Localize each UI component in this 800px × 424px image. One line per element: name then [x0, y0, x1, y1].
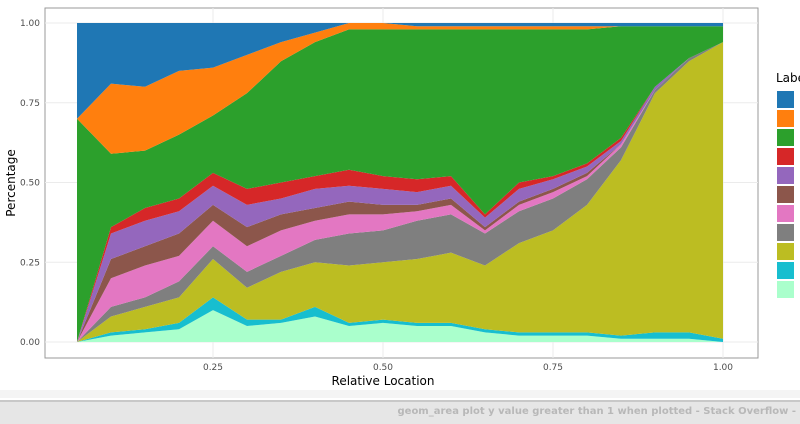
y-axis-label: Percentage: [4, 149, 18, 217]
area-series-0: [77, 310, 723, 342]
legend-key: [777, 91, 794, 108]
legend-key: [777, 281, 794, 298]
x-axis-label: Relative Location: [332, 374, 435, 388]
x-tick-label: 0.25: [203, 363, 223, 373]
area-series-10: [77, 23, 723, 119]
window-title[interactable]: geom_area plot y value greater than 1 wh…: [397, 406, 797, 417]
legend-key: [777, 148, 794, 165]
areas: [77, 23, 723, 342]
y-tick-label: 0.75: [20, 99, 40, 109]
area-series-6: [77, 42, 723, 342]
y-tick-label: 0.00: [20, 338, 40, 348]
taskbar: geom_area plot y value greater than 1 wh…: [0, 400, 800, 424]
browser-strip: [0, 390, 800, 398]
legend-title: Labe: [776, 71, 800, 85]
legend-key: [777, 262, 794, 279]
area-series-8: [77, 26, 723, 342]
stacked-area-chart: 0.25 0.50 0.75 1.00 0.00 0.25 0.50 0.75 1.00 Re…: [4, 7, 800, 388]
y-tick-label: 0.25: [20, 258, 40, 268]
legend-key: [777, 129, 794, 146]
legend-key: [777, 167, 794, 184]
y-tick-label: 1.00: [20, 19, 40, 29]
legend-key: [777, 186, 794, 203]
area-series-9: [77, 23, 723, 154]
area-series-3: [77, 42, 723, 342]
legend-key: [777, 224, 794, 241]
x-ticks: 0.25 0.50 0.75 1.00: [203, 363, 733, 373]
y-tick-label: 0.50: [20, 179, 40, 189]
legend-key: [777, 243, 794, 260]
area-series-1: [77, 297, 723, 342]
y-ticks: 0.00 0.25 0.50 0.75 1.00: [20, 19, 40, 348]
area-series-2: [77, 42, 723, 342]
x-tick-label: 0.50: [373, 363, 393, 373]
x-tick-label: 1.00: [713, 363, 733, 373]
legend-key: [777, 110, 794, 127]
legend-key: [777, 205, 794, 222]
legend: [777, 91, 794, 298]
x-tick-label: 0.75: [543, 363, 563, 373]
